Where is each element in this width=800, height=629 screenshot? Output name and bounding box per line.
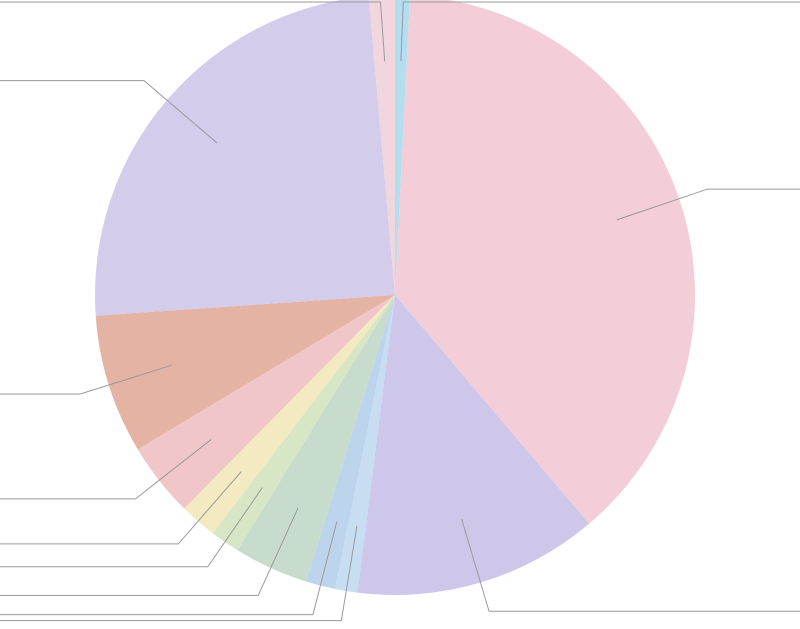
pie-chart xyxy=(0,0,800,629)
pie-slices xyxy=(95,0,695,595)
